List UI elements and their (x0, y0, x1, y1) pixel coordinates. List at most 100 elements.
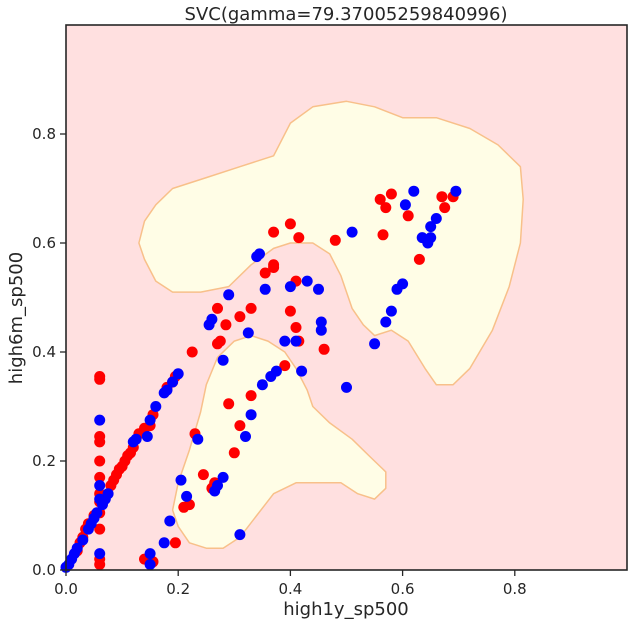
data-point-red-74 (439, 202, 451, 214)
data-point-blue-47 (259, 283, 271, 295)
data-point-blue-64 (397, 278, 409, 290)
data-point-blue-59 (346, 226, 358, 238)
data-point-blue-0 (94, 414, 106, 426)
data-point-red-59 (284, 305, 296, 317)
data-point-blue-34 (206, 313, 218, 325)
data-point-red-58 (279, 360, 291, 372)
data-point-blue-24 (167, 376, 179, 388)
data-point-red-9 (94, 523, 106, 535)
data-point-blue-69 (425, 232, 437, 244)
data-point-blue-52 (290, 335, 302, 347)
data-point-red-47 (220, 319, 232, 331)
data-point-red-50 (234, 420, 246, 432)
data-point-red-61 (290, 322, 302, 333)
data-point-blue-62 (385, 305, 397, 317)
y-tick-label: 0.2 (32, 452, 56, 470)
data-point-blue-27 (144, 559, 156, 570)
data-point-red-71 (402, 210, 414, 222)
data-point-blue-56 (315, 316, 327, 328)
data-point-blue-57 (315, 324, 327, 336)
y-tick-label: 0.8 (32, 125, 56, 143)
data-point-red-45 (214, 335, 226, 347)
data-point-blue-55 (313, 283, 324, 295)
data-point-blue-8 (71, 542, 83, 554)
data-point-blue-31 (181, 490, 193, 502)
data-point-blue-38 (217, 354, 229, 366)
y-axis-ticks: 0.0 0.2 0.4 0.6 0.8 (32, 125, 66, 579)
data-point-red-5 (94, 471, 106, 483)
data-point-blue-58 (341, 381, 352, 393)
data-point-blue-49 (270, 365, 282, 377)
data-point-red-67 (374, 193, 386, 205)
y-tick-label: 0.0 (32, 561, 56, 579)
data-point-red-52 (245, 390, 257, 402)
x-tick-label: 0.6 (391, 580, 415, 598)
data-point-blue-13 (91, 507, 103, 519)
data-point-red-68 (377, 229, 389, 241)
data-point-blue-42 (242, 327, 254, 339)
data-point-blue-61 (380, 316, 392, 328)
data-point-blue-32 (192, 433, 204, 445)
data-point-blue-20 (144, 414, 156, 426)
data-point-blue-25 (172, 368, 184, 380)
data-point-blue-71 (430, 213, 442, 224)
data-point-blue-53 (296, 365, 308, 377)
x-axis-ticks: 0.0 0.2 0.4 0.6 0.8 (54, 570, 527, 598)
data-point-blue-18 (130, 433, 142, 445)
data-point-blue-39 (223, 289, 235, 301)
data-point-blue-36 (212, 480, 223, 491)
data-point-blue-43 (245, 409, 257, 421)
data-point-blue-29 (164, 515, 176, 527)
data-point-blue-37 (217, 471, 229, 483)
data-point-blue-60 (369, 338, 381, 350)
scatter-points (60, 185, 462, 573)
x-tick-label: 0.0 (54, 580, 78, 598)
data-point-red-70 (385, 188, 397, 200)
data-point-blue-72 (450, 185, 462, 197)
x-tick-label: 0.8 (503, 580, 527, 598)
data-point-red-51 (234, 311, 246, 323)
data-point-blue-9 (77, 534, 89, 546)
y-tick-label: 0.4 (32, 343, 56, 361)
decision-region-2 (171, 334, 387, 549)
data-point-blue-40 (234, 529, 246, 541)
data-point-red-48 (223, 398, 235, 410)
data-point-blue-41 (240, 431, 251, 442)
data-point-blue-30 (175, 474, 187, 486)
plot-frame (65, 24, 628, 571)
data-point-red-36 (169, 537, 181, 549)
x-axis-label: high1y_sp500 (283, 599, 409, 620)
data-point-blue-16 (102, 488, 114, 500)
data-point-red-1 (94, 373, 106, 385)
data-point-blue-46 (256, 379, 268, 391)
data-point-red-4 (94, 455, 106, 467)
data-point-blue-26 (144, 548, 156, 560)
data-point-red-66 (329, 234, 341, 246)
data-point-red-60 (284, 218, 296, 230)
data-point-red-3 (94, 436, 106, 448)
data-point-red-73 (436, 191, 448, 203)
data-point-red-11 (94, 559, 106, 570)
y-tick-label: 0.6 (32, 234, 56, 252)
data-point-blue-66 (408, 185, 420, 197)
data-point-red-53 (245, 302, 257, 314)
data-point-blue-65 (399, 199, 411, 211)
data-point-red-54 (259, 267, 271, 279)
data-point-red-69 (380, 202, 392, 214)
data-point-blue-45 (254, 248, 265, 260)
data-point-blue-70 (425, 221, 437, 233)
chart-title: SVC(gamma=79.37005259840996) (185, 4, 508, 25)
data-point-blue-1 (94, 480, 106, 491)
data-point-blue-21 (150, 401, 162, 412)
data-point-blue-3 (94, 548, 106, 560)
data-point-red-49 (228, 447, 240, 459)
y-axis-label: high6m_sp500 (6, 252, 27, 384)
data-point-blue-50 (279, 335, 291, 347)
data-point-blue-54 (301, 275, 313, 287)
data-point-blue-51 (284, 281, 296, 293)
x-tick-label: 0.4 (278, 580, 302, 598)
data-point-red-41 (197, 469, 209, 481)
data-point-blue-28 (158, 537, 170, 549)
x-tick-label: 0.2 (166, 580, 190, 598)
